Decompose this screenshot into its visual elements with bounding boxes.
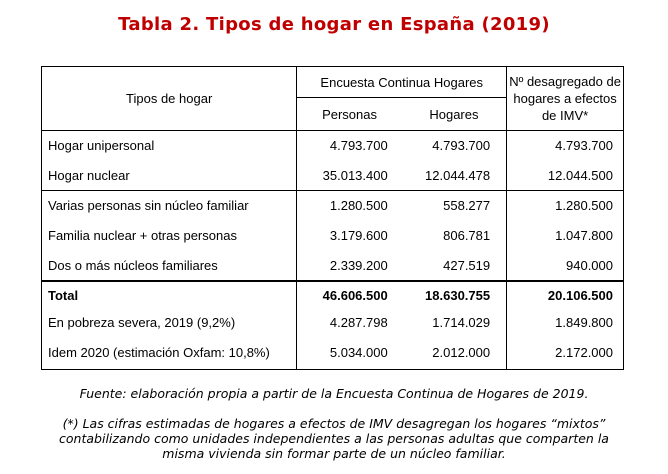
cell-imv: 20.106.500 [506, 280, 624, 309]
table-row: Dos o más núcleos familiares 2.339.200 4… [40, 250, 624, 282]
cell-hogares: 18.630.755 [401, 280, 508, 309]
header-personas: Personas [296, 97, 402, 131]
cell-hogares: 4.793.700 [401, 130, 508, 161]
row-label: En pobreza severa, 2019 (9,2%) [40, 308, 298, 337]
cell-personas: 4.287.798 [329, 315, 388, 330]
header-encuesta-continua-hogares: Encuesta Continua Hogares [296, 66, 508, 98]
table-row: Idem 2020 (estimación Oxfam: 10,8%) 5.03… [40, 336, 624, 370]
table-title: Tabla 2. Tipos de hogar en España (2019) [118, 14, 550, 35]
table-row: Familia nuclear + otras personas 3.179.6… [40, 220, 624, 251]
source-note: Fuente: elaboración propia a partir de l… [79, 386, 589, 401]
cell-personas: 2.339.200 [296, 250, 402, 282]
cell-imv: 940.000 [506, 250, 624, 282]
cell-hogares: 558.277 [401, 190, 508, 221]
cell-imv: 1.849.800 [506, 308, 624, 337]
header-hogares: Hogares [401, 97, 508, 131]
cell-hogares: 2.012.000 [401, 336, 508, 370]
cell-personas: 35.013.400 [296, 160, 402, 191]
footnote: (*) Las cifras estimadas de hogares a ef… [59, 416, 609, 461]
table-row: Hogar unipersonal 4.793.700 4.793.700 4.… [40, 130, 624, 161]
header-tipos-de-hogar: Tipos de hogar [40, 66, 298, 131]
header-imv: Nº desagregado de hogares a efectos de I… [506, 66, 624, 131]
row-label: Familia nuclear + otras personas [40, 220, 298, 251]
table-row: Hogar nuclear 35.013.400 12.044.478 12.0… [40, 160, 624, 191]
cell-personas: 3.179.600 [329, 228, 388, 243]
cell-hogares: 806.781 [401, 220, 508, 251]
cell-imv: 12.044.500 [506, 160, 624, 191]
table-row: Varias personas sin núcleo familiar 1.28… [40, 190, 624, 221]
row-label: Varias personas sin núcleo familiar [40, 190, 298, 221]
table-row: En pobreza severa, 2019 (9,2%) 4.287.798… [40, 308, 624, 337]
cell-personas: 5.034.000 [296, 336, 402, 370]
row-label: Total [40, 280, 298, 309]
cell-imv: 1.047.800 [506, 220, 624, 251]
household-types-table: Tipos de hogar Encuesta Continua Hogares… [40, 66, 624, 370]
row-label: Hogar nuclear [40, 160, 298, 191]
cell-hogares: 427.519 [401, 250, 508, 282]
cell-personas: 4.793.700 [329, 138, 388, 154]
table-row-total: Total 46.606.500 18.630.755 20.106.500 [40, 280, 624, 309]
row-label: Idem 2020 (estimación Oxfam: 10,8%) [40, 336, 298, 370]
cell-personas: 1.280.500 [329, 198, 388, 214]
cell-imv: 4.793.700 [506, 130, 624, 161]
cell-hogares: 12.044.478 [401, 160, 508, 191]
cell-imv: 1.280.500 [506, 190, 624, 221]
cell-hogares: 1.714.029 [401, 308, 508, 337]
cell-personas: 46.606.500 [322, 287, 388, 303]
row-label: Dos o más núcleos familiares [40, 250, 298, 282]
row-label: Hogar unipersonal [40, 130, 298, 161]
cell-imv: 2.172.000 [506, 336, 624, 370]
